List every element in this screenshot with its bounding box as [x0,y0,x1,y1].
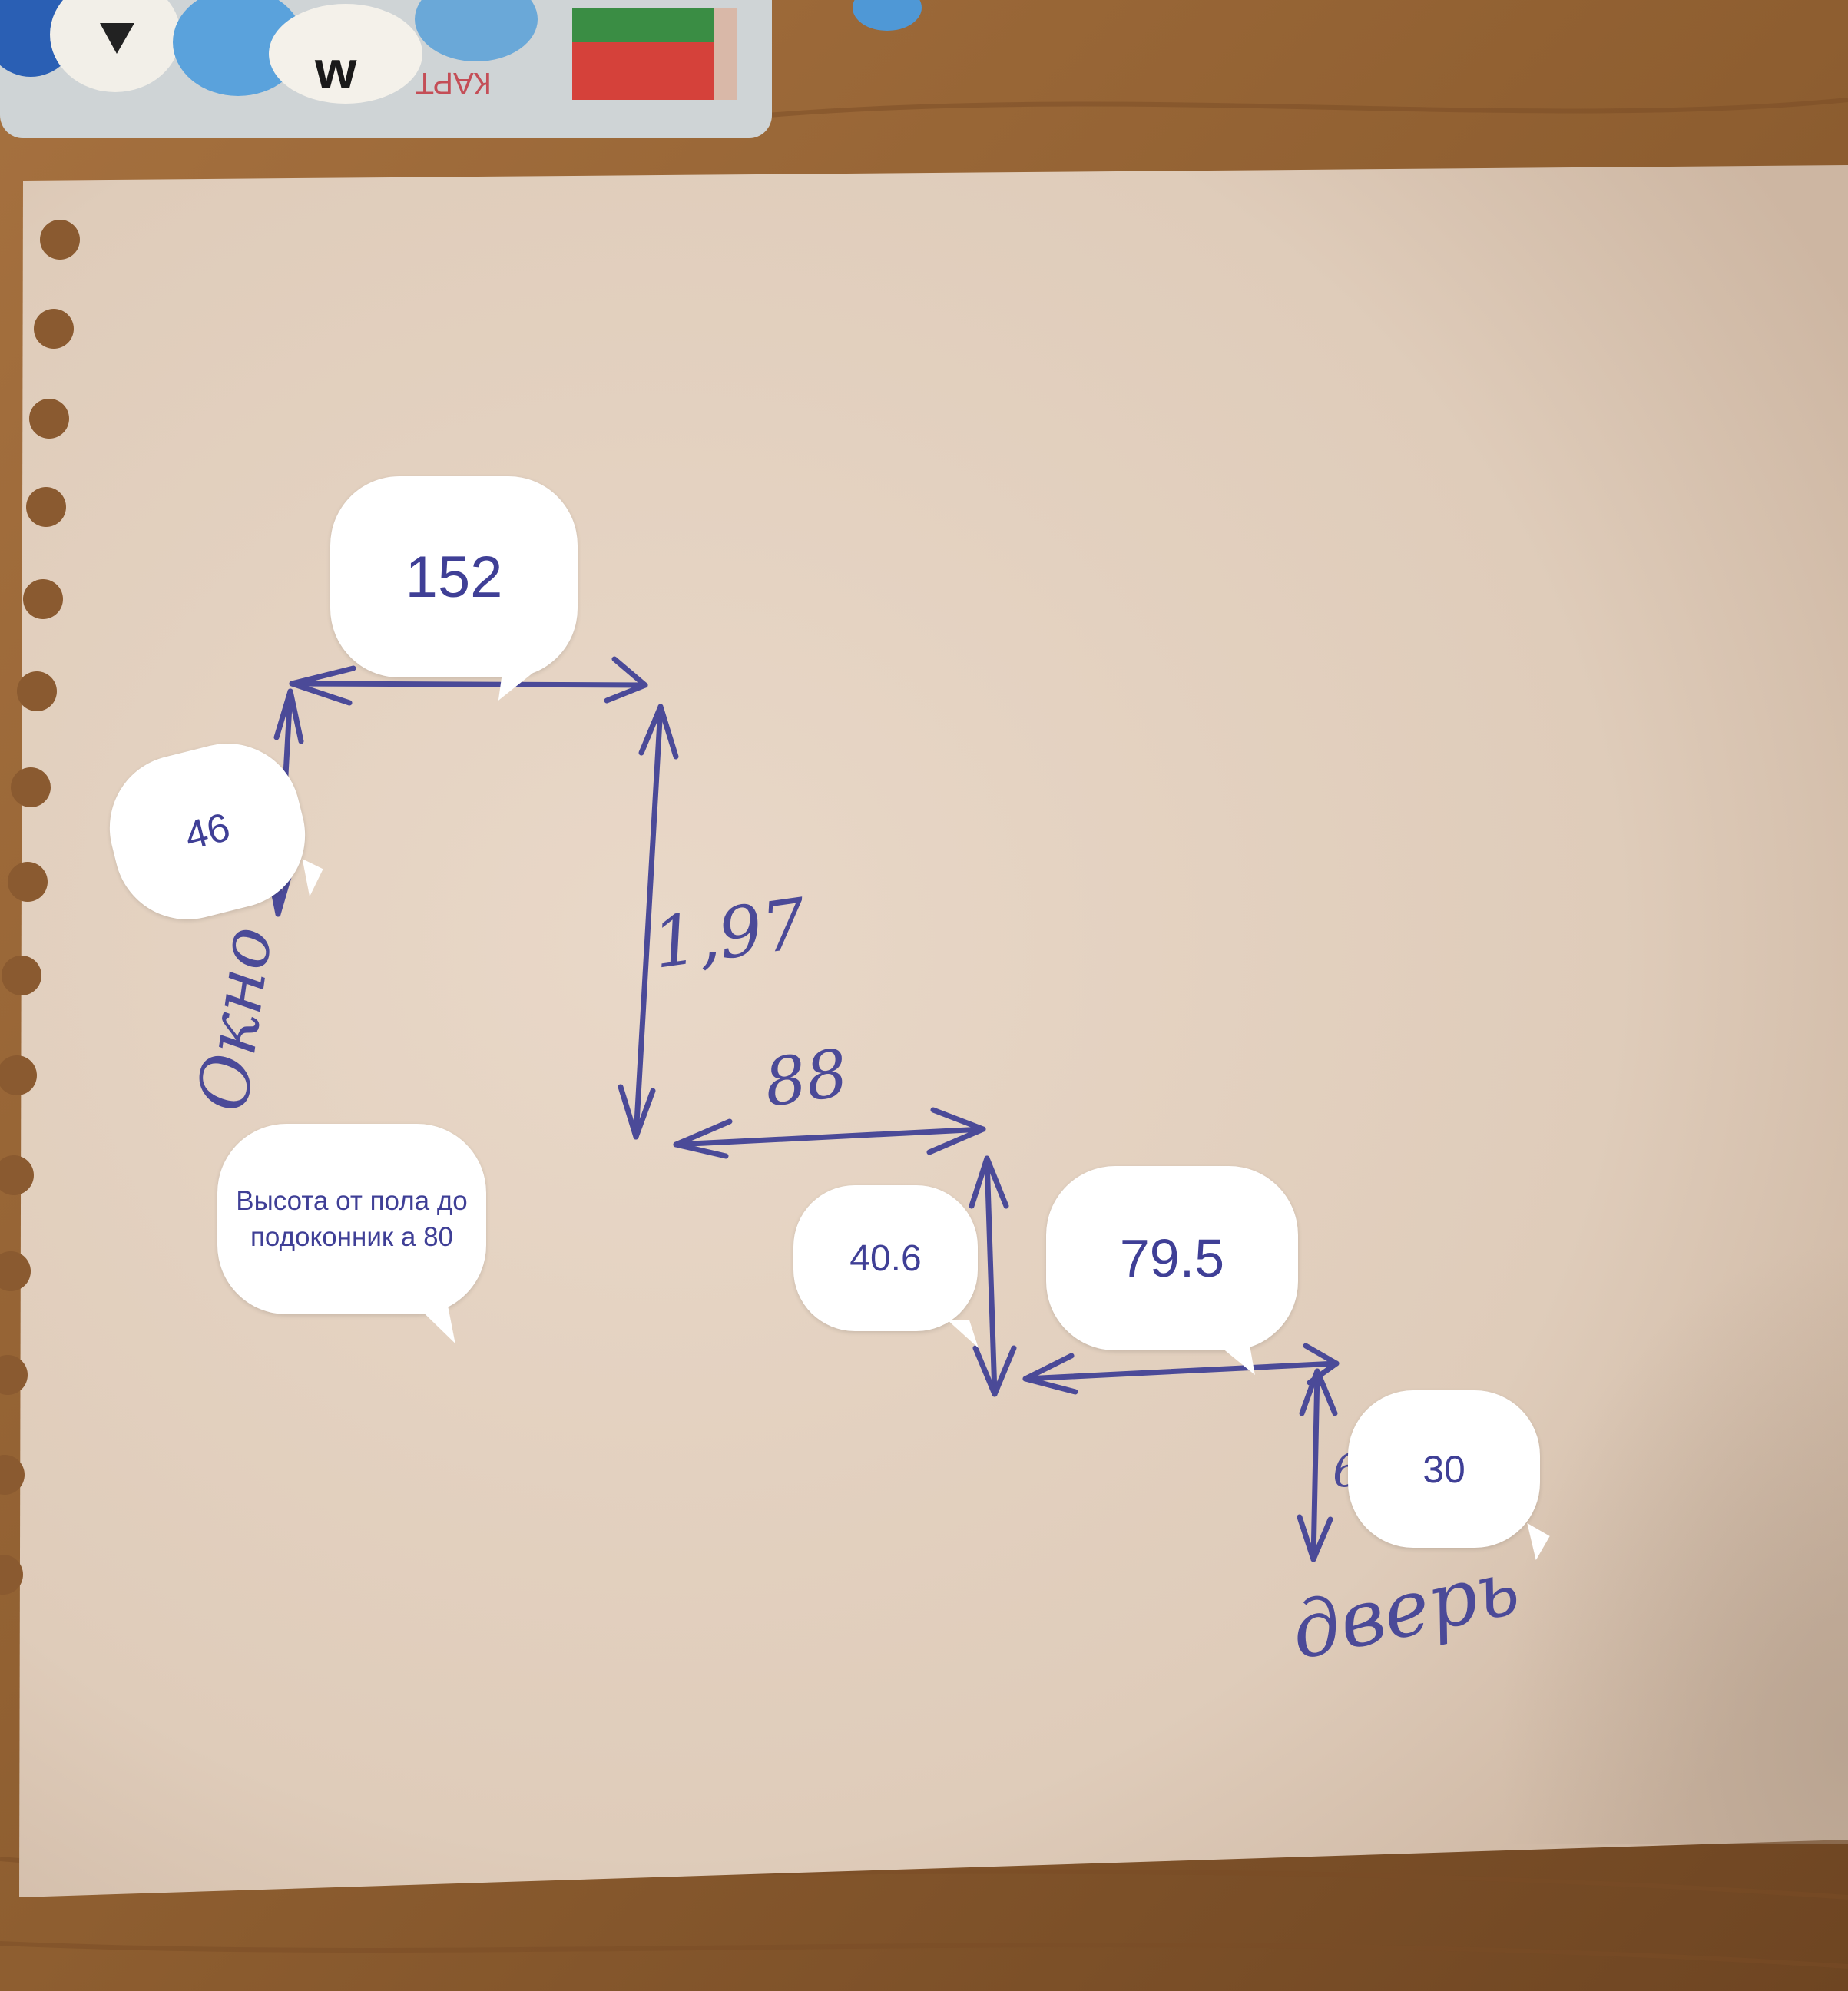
handwriting: Окно 1,97 88 дверь 6 [183,883,1527,1678]
svg-text:w: w [314,40,357,100]
beads: w [0,0,922,104]
ink-plan [266,656,1340,1562]
bubble-40-6: 40.6 [793,1185,978,1331]
bubble-sill-height-note: Высота от пола до подоконник а 80 [217,1124,486,1314]
spiral-holes [0,220,80,1595]
bubble-79-5: 79.5 [1046,1166,1298,1350]
width-88-label: 88 [760,1035,853,1122]
bubble-30: 30 [1348,1390,1540,1548]
card-text: КАРТ [416,66,492,100]
bubble-152: 152 [330,476,578,677]
